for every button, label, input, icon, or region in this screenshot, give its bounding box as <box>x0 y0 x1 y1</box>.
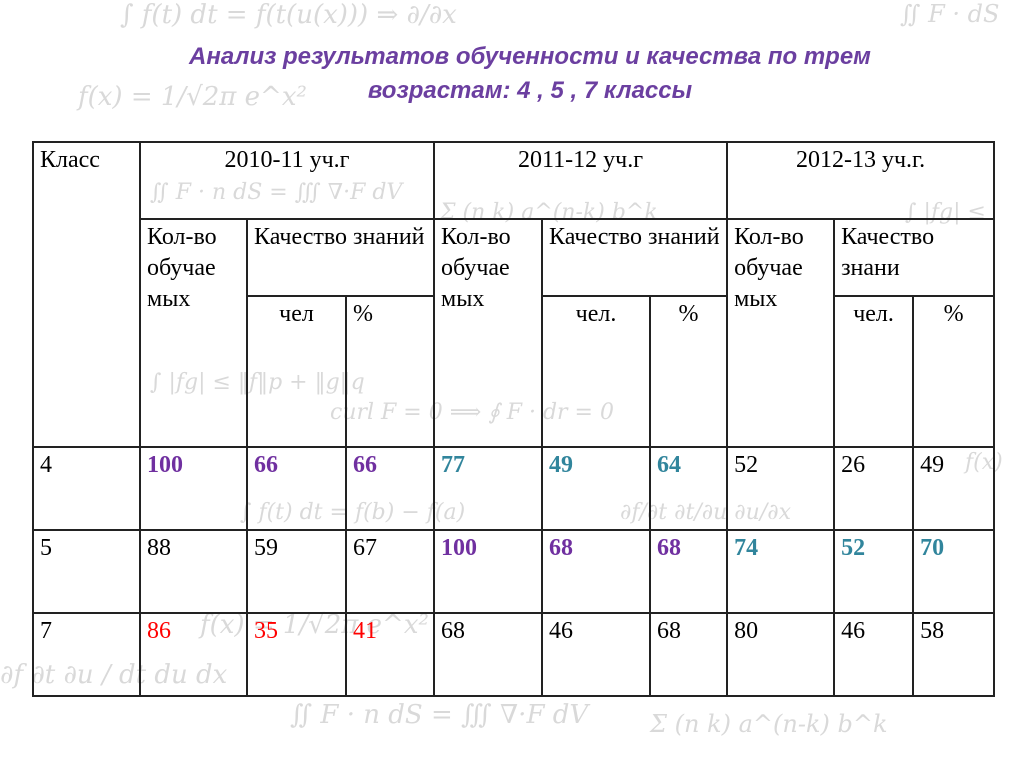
people-header-2010: чел <box>246 295 347 448</box>
data-cell: 26 <box>833 446 915 531</box>
header-row-metrics: Кол-во обучае мых Качество знаний Кол-во… <box>33 218 996 448</box>
year-header-2010: 2010-11 уч.г <box>138 141 436 220</box>
background-formula: ∬ F · dS <box>900 0 1000 28</box>
class-cell: 7 <box>32 612 141 697</box>
data-cell: 49 <box>541 446 652 531</box>
data-cell: 74 <box>726 529 836 614</box>
table-row: 7 86 35 41 68 46 68 80 46 58 <box>32 612 996 697</box>
data-cell: 100 <box>433 529 544 614</box>
slide-title: Анализ результатов обученности и качеств… <box>100 40 960 108</box>
data-cell: 35 <box>246 612 347 697</box>
data-cell: 41 <box>344 612 436 697</box>
quality-header-2012: Качество знани <box>833 218 996 297</box>
year-header-2011: 2011-12 уч.г <box>433 141 729 220</box>
data-cell: 88 <box>139 529 248 614</box>
data-cell: 64 <box>649 446 729 531</box>
data-cell: 58 <box>912 612 996 697</box>
data-cell: 49 <box>912 446 996 531</box>
data-cell: 86 <box>139 612 248 697</box>
data-cell: 68 <box>541 529 652 614</box>
data-cell: 52 <box>726 446 836 531</box>
data-cell: 66 <box>246 446 347 531</box>
data-cell: 52 <box>833 529 915 614</box>
quality-header-2010: Качество знаний <box>245 218 436 297</box>
percent-header-2010: % <box>344 295 436 448</box>
title-line-1: Анализ результатов обученности и качеств… <box>189 43 871 70</box>
class-cell: 4 <box>32 446 141 531</box>
header-row-years: Класс 2010-11 уч.г 2011-12 уч.г 2012-13 … <box>32 141 996 448</box>
header-row-units: чел % чел. % чел. % <box>33 295 996 448</box>
percent-header-2012: % <box>912 295 996 448</box>
data-cell: 46 <box>833 612 915 697</box>
data-cell: 68 <box>433 612 544 697</box>
class-cell: 5 <box>32 529 141 614</box>
data-cell: 100 <box>139 446 248 531</box>
background-formula: Σ (n k) a^(n-k) b^k <box>650 710 888 738</box>
quality-header-2011: Качество знаний <box>541 218 729 297</box>
data-cell: 66 <box>344 446 436 531</box>
count-header-2010: Кол-во обучае мых <box>139 218 248 448</box>
data-cell: 68 <box>649 612 729 697</box>
table-row: 5 88 59 67 100 68 68 74 52 70 <box>32 529 996 614</box>
year-header-2012: 2012-13 уч.г. <box>726 141 996 220</box>
results-table: Класс 2010-11 уч.г 2011-12 уч.г 2012-13 … <box>32 141 996 697</box>
people-header-2011: чел. <box>541 295 652 448</box>
data-cell: 68 <box>649 529 729 614</box>
class-header: Класс <box>32 141 141 448</box>
data-cell: 67 <box>344 529 436 614</box>
data-cell: 80 <box>726 612 836 697</box>
data-cell: 46 <box>541 612 652 697</box>
table-row: 4 100 66 66 77 49 64 52 26 49 <box>32 446 996 531</box>
count-header-2011: Кол-во обучае мых <box>433 218 544 448</box>
data-cell: 70 <box>912 529 996 614</box>
people-header-2012: чел. <box>833 295 915 448</box>
data-cell: 77 <box>433 446 544 531</box>
data-cell: 59 <box>246 529 347 614</box>
title-line-2: возрастам: 4 , 5 , 7 классы <box>367 77 693 104</box>
count-header-2012: Кол-во обучае мых <box>726 218 836 448</box>
background-formula: ∬ F · n dS = ∭ ∇·F dV <box>290 700 589 730</box>
background-formula: ∫ f(t) dt = f(t(u(x))) ⇒ ∂/∂x <box>120 0 457 30</box>
percent-header-2011: % <box>649 295 729 448</box>
